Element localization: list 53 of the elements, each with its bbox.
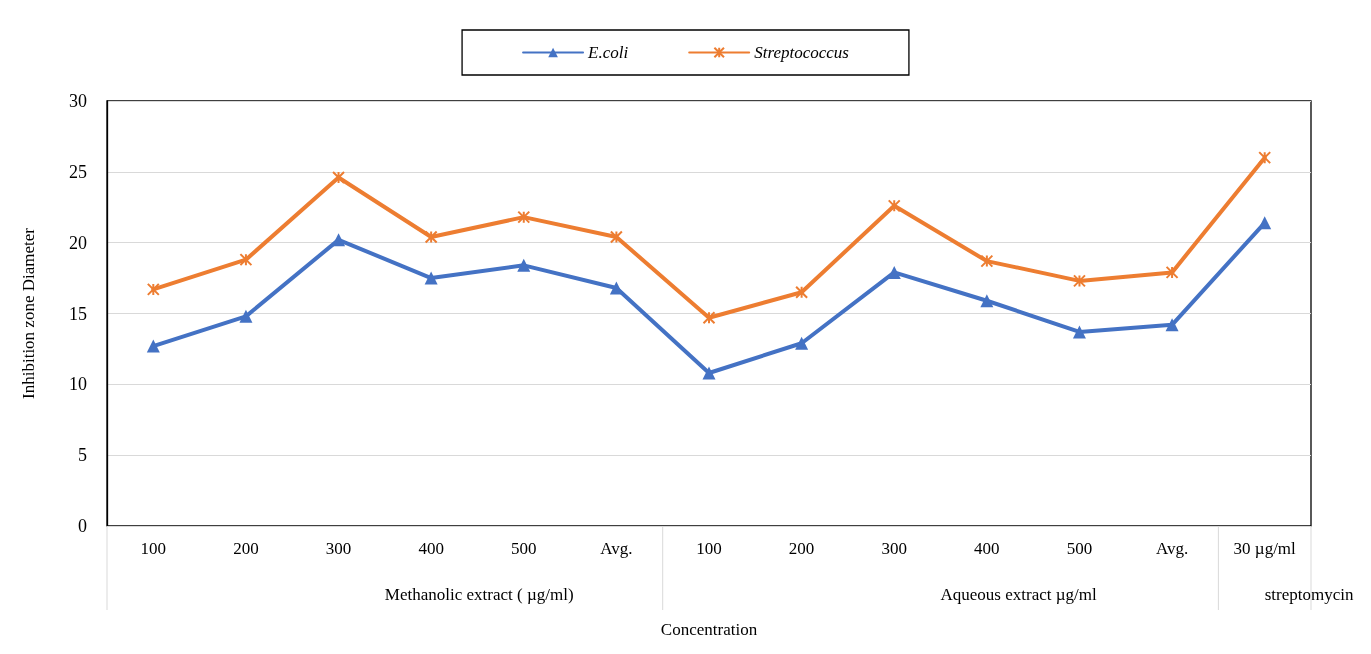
x-tick-label: 200 [233, 539, 259, 558]
point [517, 210, 531, 224]
x-tick-label: 200 [788, 539, 815, 558]
point [1072, 325, 1086, 339]
x-tick-label: 500 [511, 539, 537, 558]
x-tick-label: Avg. [1155, 539, 1189, 558]
point [609, 281, 623, 295]
x-tick-label: 100 [140, 539, 167, 558]
point [795, 336, 809, 350]
point [332, 233, 346, 247]
point [424, 230, 438, 244]
point [1072, 274, 1086, 288]
y-tick-label: 15 [69, 303, 87, 324]
x-tick-label: 400 [418, 539, 444, 558]
point [1165, 318, 1179, 332]
point [609, 230, 623, 244]
legend-label: Streptococcus [754, 43, 850, 62]
x-tick-label: 30 µg/ml [1233, 539, 1297, 558]
x-tick-label: 500 [1066, 539, 1093, 558]
point [980, 294, 994, 308]
point [517, 258, 531, 272]
point [1258, 216, 1272, 230]
y-tick-label: 0 [78, 516, 87, 536]
point [887, 265, 901, 279]
point [702, 311, 716, 325]
x-tick-label: Avg. [600, 539, 633, 558]
text: streptomycin [1264, 585, 1354, 604]
point [332, 171, 346, 184]
text: Methanolic extract ( µg/ml) [384, 585, 574, 604]
point [1165, 265, 1179, 279]
y-tick-label: 5 [78, 445, 87, 466]
x-tick-label: 400 [974, 539, 1000, 558]
text: Aqueous extract µg/ml [940, 585, 1097, 604]
point [146, 282, 160, 296]
point [239, 253, 253, 267]
legend-label: E.coli [587, 43, 629, 62]
x-axis-title: Concentration [660, 620, 758, 639]
point [980, 254, 994, 268]
y-axis-title: Inhibition zone Diameter [19, 227, 38, 399]
x-tick-label: 300 [325, 539, 352, 558]
point [146, 339, 160, 353]
x-tick-label: 100 [696, 539, 722, 558]
point [1258, 151, 1272, 165]
y-tick-label: 20 [69, 232, 87, 253]
y-tick-label: 10 [69, 374, 87, 395]
point [424, 271, 438, 285]
y-tick-label: 25 [69, 161, 87, 182]
y-tick-label: 30 [69, 91, 87, 111]
point [887, 199, 901, 213]
x-tick-label: 300 [881, 539, 907, 558]
point [239, 309, 253, 323]
point [795, 285, 809, 299]
point [702, 366, 716, 380]
